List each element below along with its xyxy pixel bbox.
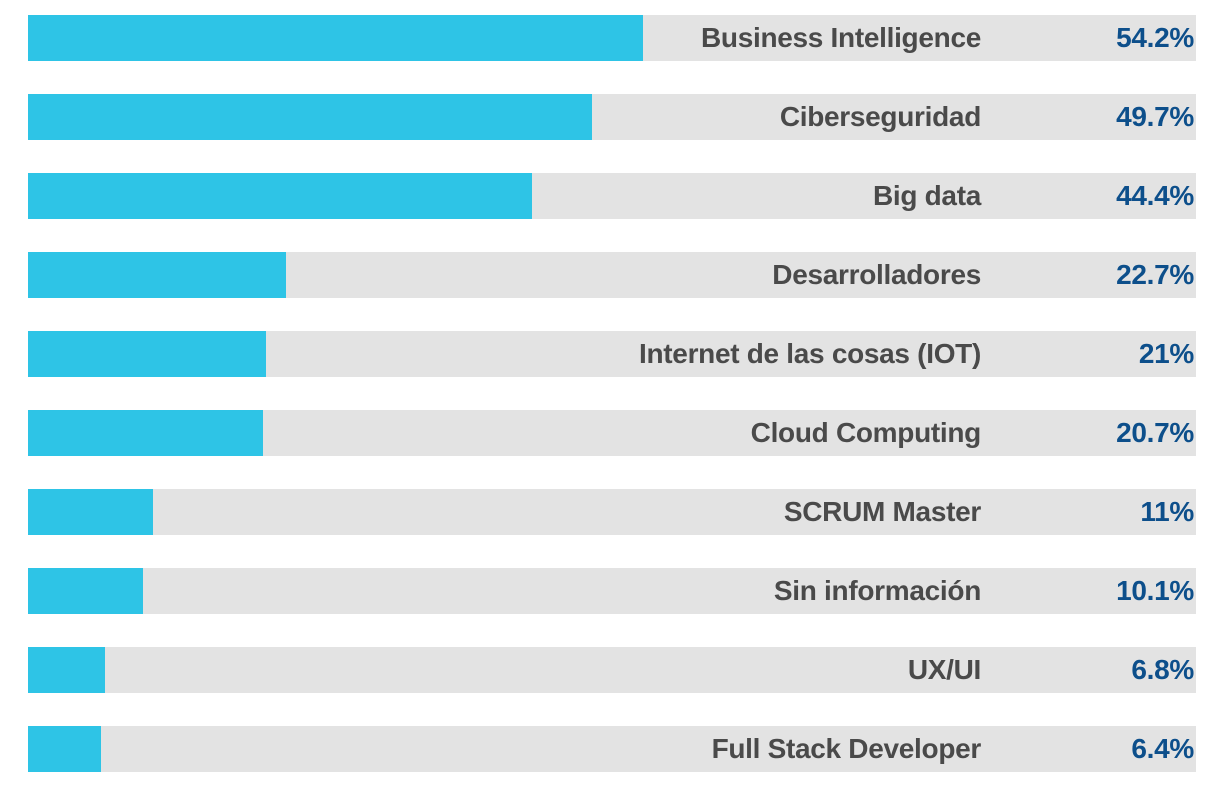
value-label: 20.7% (1116, 417, 1194, 448)
bar-track (28, 647, 1196, 693)
value-label: 49.7% (1116, 101, 1194, 132)
category-label: Ciberseguridad (779, 101, 981, 132)
value-label: 6.8% (1131, 654, 1194, 685)
category-label: Desarrolladores (772, 259, 981, 290)
bar-track (28, 726, 1196, 772)
value-label: 44.4% (1116, 180, 1194, 211)
category-label: UX/UI (907, 654, 981, 685)
bar-row: Full Stack Developer 6.4% (28, 726, 1196, 772)
category-label: Internet de las cosas (IOT) (639, 338, 981, 369)
value-label: 21% (1138, 338, 1194, 369)
bar-row: UX/UI 6.8% (28, 647, 1196, 693)
value-label: 22.7% (1116, 259, 1194, 290)
bar (28, 252, 286, 298)
category-label: Full Stack Developer (711, 733, 982, 764)
bar (28, 173, 532, 219)
bar-row: Internet de las cosas (IOT) 21% (28, 331, 1196, 377)
bar (28, 489, 153, 535)
bar-row: SCRUM Master 11% (28, 489, 1196, 535)
bar (28, 15, 644, 61)
bar-track (28, 568, 1196, 614)
bar (28, 568, 143, 614)
bar-track (28, 489, 1196, 535)
bar-row: Ciberseguridad 49.7% (28, 94, 1196, 140)
bar (28, 331, 267, 377)
bar (28, 647, 106, 693)
value-label: 10.1% (1116, 575, 1194, 606)
bar-row: Cloud Computing 20.7% (28, 410, 1196, 456)
value-label: 6.4% (1131, 733, 1194, 764)
value-label: 11% (1140, 496, 1194, 527)
bar-row: Sin información 10.1% (28, 568, 1196, 614)
category-label: Sin información (773, 575, 981, 606)
bar (28, 94, 593, 140)
category-label: SCRUM Master (783, 496, 981, 527)
bar-row: Desarrolladores 22.7% (28, 252, 1196, 298)
category-label: Big data (872, 180, 981, 211)
bar (28, 410, 263, 456)
category-label: Cloud Computing (750, 417, 982, 448)
value-label: 54.2% (1116, 22, 1194, 53)
bar-row: Business Intelligence 54.2% (28, 15, 1196, 61)
bar (28, 726, 101, 772)
category-label: Business Intelligence (700, 22, 981, 53)
bar-row: Big data 44.4% (28, 173, 1196, 219)
